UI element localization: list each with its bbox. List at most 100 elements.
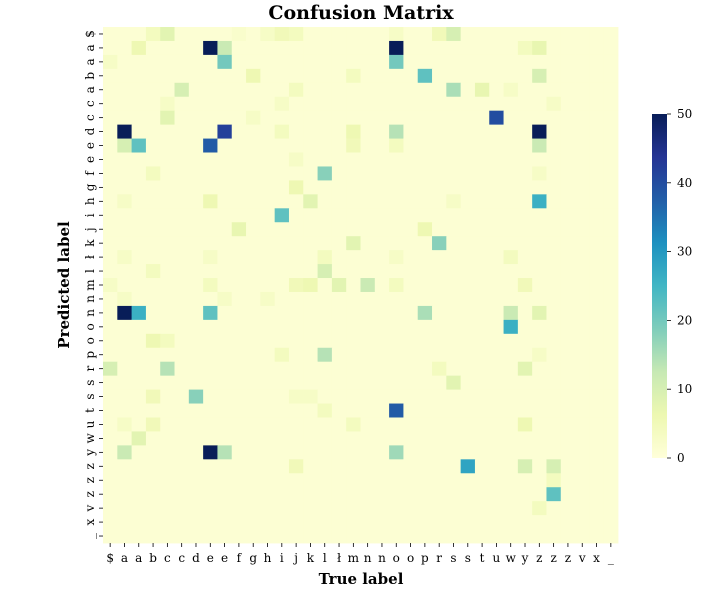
heatmap-cell [532,389,547,404]
heatmap-cell [546,68,562,84]
heatmap-cell [346,403,361,418]
heatmap-cell [217,473,233,488]
heatmap-cell [374,124,390,139]
heatmap-cell [474,138,490,153]
heatmap-cell [231,264,247,279]
heatmap-cell [117,96,133,112]
heatmap-cell [603,375,619,390]
heatmap-cell [474,417,490,432]
heatmap-cell [203,236,218,251]
heatmap-cell [532,208,547,223]
heatmap-cell [117,124,133,139]
heatmap-cell [131,305,147,321]
heatmap-cell [532,501,547,516]
heatmap-cell [489,208,504,223]
heatmap-cell [589,515,605,530]
heatmap-cell [432,27,447,42]
heatmap-cell [417,501,433,516]
heatmap-cell [288,27,304,42]
x-tick-label: y [521,551,529,565]
heatmap-cell [131,333,147,349]
heatmap-cell [603,27,619,42]
heatmap-cell [575,222,590,237]
heatmap-cell [331,431,347,446]
heatmap-cell [331,515,347,530]
heatmap-cell [489,333,504,349]
heatmap-cell [389,27,404,42]
heatmap-cell [575,403,590,418]
heatmap-cell [432,319,447,335]
heatmap-cell [246,487,261,502]
heatmap-cell [188,152,204,167]
x-tick-label: a [121,551,128,565]
heatmap-cell [460,515,476,530]
heatmap-cell [489,389,504,404]
heatmap-cell [589,389,605,404]
heatmap-cell [103,445,118,460]
heatmap-cell [403,152,419,167]
heatmap-cell [231,208,247,223]
heatmap-cell [203,417,218,432]
heatmap-cell [303,319,318,335]
heatmap-cell [117,417,133,432]
heatmap-cell [331,417,347,432]
heatmap-cell [174,515,190,530]
heatmap-cell [231,27,247,42]
heatmap-cell [389,278,404,293]
heatmap-cell [460,473,476,488]
heatmap-cell [560,291,576,307]
heatmap-cell [460,110,476,126]
heatmap-cell [374,305,390,321]
heatmap-cell [432,110,447,126]
heatmap-cell [403,208,419,223]
heatmap-cell [360,319,376,335]
heatmap-cell [117,403,133,418]
heatmap-cell [346,68,361,84]
heatmap-cell [160,236,175,251]
heatmap-cell [103,110,118,126]
heatmap-cell [603,529,619,544]
x-tick-label: x [593,551,600,565]
heatmap-cell [432,236,447,251]
heatmap-cell [560,501,576,516]
heatmap-cell [446,375,462,390]
x-tick-label: ł [337,551,341,565]
heatmap-cell [446,236,462,251]
heatmap-cell [517,445,533,460]
heatmap-cell [288,236,304,251]
heatmap-cell [331,180,347,195]
heatmap-cell [117,501,133,516]
heatmap-cell [145,361,161,377]
heatmap-cell [288,68,304,84]
heatmap-cell [503,487,519,502]
heatmap-cell [303,138,318,153]
heatmap-cell [231,473,247,488]
heatmap-cell [575,333,590,349]
heatmap-cell [231,40,247,56]
heatmap-cell [517,459,533,474]
heatmap-cell [246,278,261,293]
heatmap-cell [489,515,504,530]
heatmap-cell [489,278,504,293]
heatmap-cell [489,501,504,516]
heatmap-cell [203,473,218,488]
heatmap-cell [560,347,576,363]
heatmap-cell [246,54,261,70]
heatmap-cell [103,375,118,390]
heatmap-cell [517,138,533,153]
heatmap-cell [417,110,433,126]
heatmap-cell [446,333,462,349]
heatmap-cell [446,319,462,335]
x-tick-label: _ [608,551,614,565]
heatmap-cell [446,501,462,516]
heatmap-cell [503,361,519,377]
heatmap-cell [474,319,490,335]
heatmap-cell [432,54,447,70]
heatmap-cell [432,124,447,139]
heatmap-cell [103,180,118,195]
heatmap-cell [389,305,404,321]
heatmap-cell [517,264,533,279]
x-tick-label: f [237,551,243,565]
heatmap-cell [489,403,504,418]
heatmap-cell [489,194,504,209]
